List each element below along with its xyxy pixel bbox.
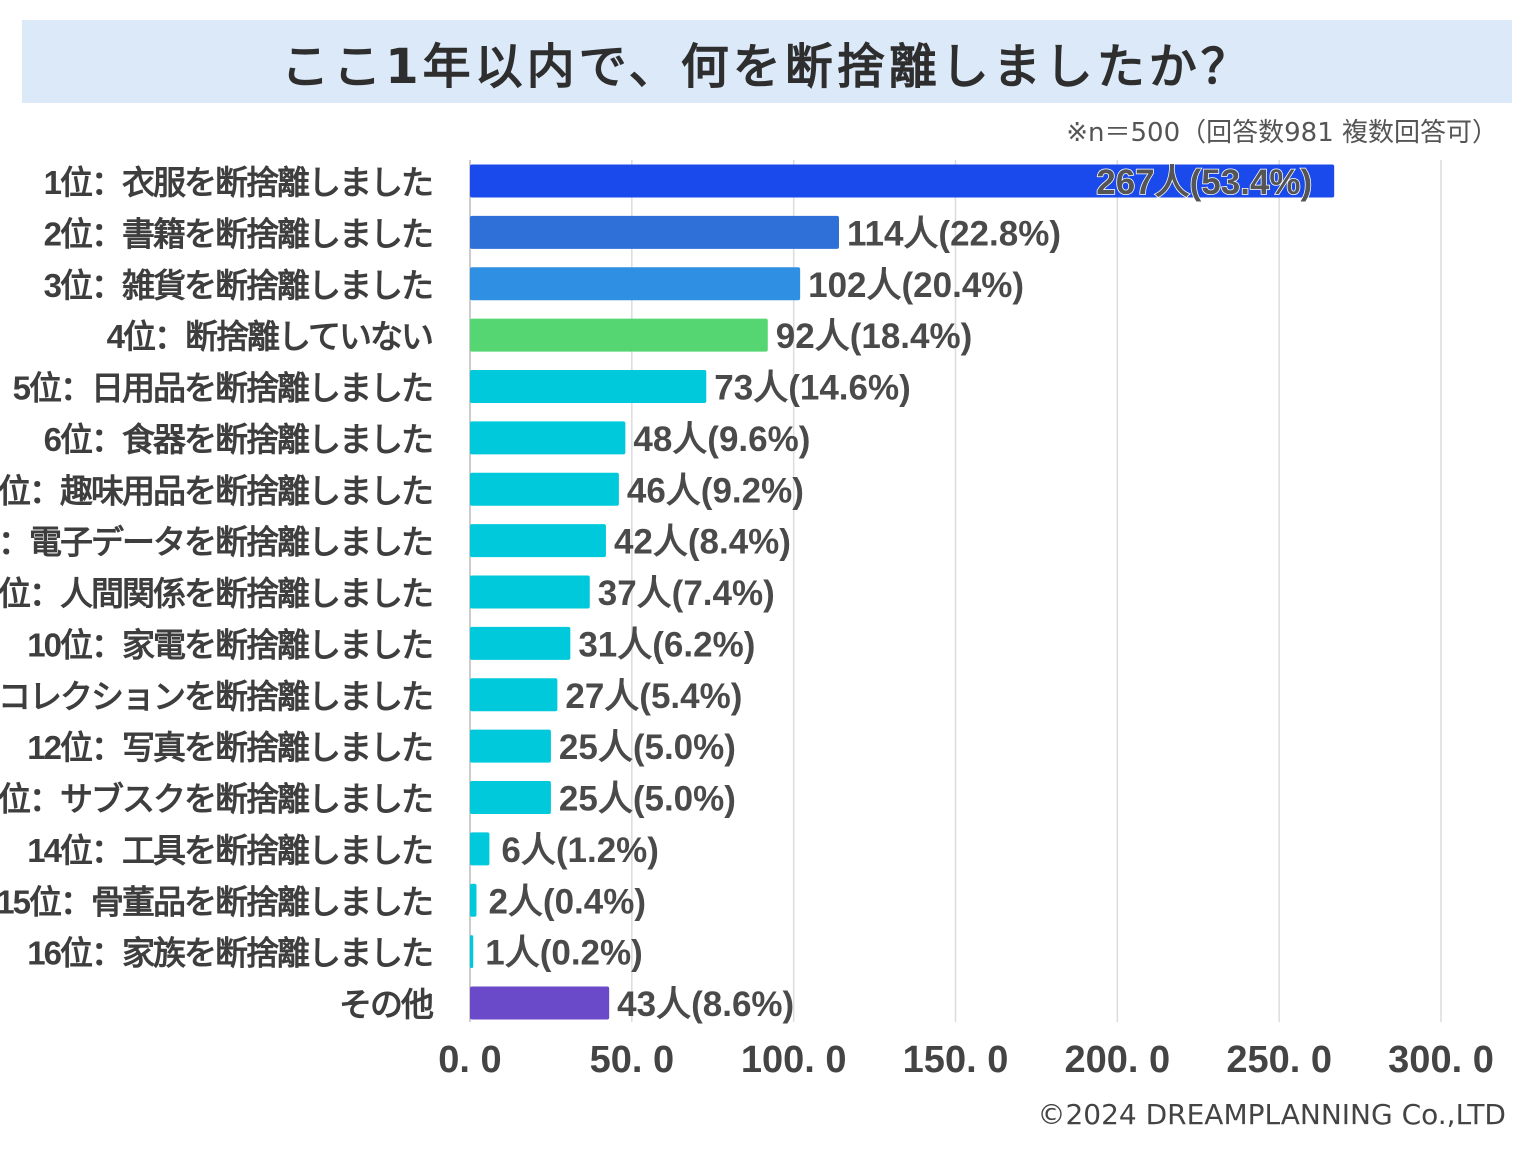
bar: [470, 781, 551, 814]
x-tick-label: 300. 0: [1388, 1039, 1494, 1081]
category-label: 8位：電子データを断捨離しました: [0, 524, 432, 561]
data-label: 1人(0.2%): [485, 934, 643, 973]
data-label: 27人(5.4%): [565, 677, 742, 716]
category-label: 14位：工具を断捨離しました: [27, 832, 432, 869]
bar: [470, 318, 768, 352]
bar: [470, 729, 551, 763]
bar: [470, 524, 606, 558]
bar: [470, 267, 801, 301]
bar: [470, 472, 619, 506]
bar: [470, 935, 474, 969]
data-label: 267人(53.4%): [1096, 163, 1312, 202]
x-tick-label: 50. 0: [590, 1039, 675, 1081]
data-label: 102人(20.4%): [808, 266, 1024, 305]
title-banner: ここ1年以内で、何を断捨離しましたか？: [22, 20, 1512, 103]
data-label: 25人(5.0%): [559, 728, 736, 767]
data-label: 114人(22.8%): [847, 214, 1061, 253]
category-label: 3位：雑貨を断捨離しました: [44, 267, 432, 304]
data-label: 92人(18.4%): [776, 317, 972, 356]
category-label: 11位：コレクションを断捨離しました: [0, 678, 432, 715]
category-label: 16位：家族を断捨離しました: [27, 935, 432, 972]
category-label: 7位：趣味用品を断捨離しました: [0, 472, 432, 509]
category-label: その他: [339, 986, 434, 1023]
bar: [470, 575, 590, 609]
data-label: 43人(8.6%): [617, 985, 794, 1024]
data-label: 46人(9.2%): [627, 471, 804, 510]
bar: [470, 626, 571, 660]
chart-title: ここ1年以内で、何を断捨離しましたか？: [281, 38, 1253, 95]
data-label: 25人(5.0%): [559, 780, 736, 819]
category-label: 15位：骨董品を断捨離しました: [0, 883, 432, 920]
bar: [470, 164, 1335, 198]
x-tick-label: 100. 0: [741, 1039, 847, 1081]
category-label: 12位：写真を断捨離しました: [27, 729, 432, 766]
data-label: 31人(6.2%): [578, 625, 755, 664]
category-label: 5位：日用品を断捨離しました: [13, 370, 432, 407]
bar: [470, 678, 558, 712]
data-label: 48人(9.6%): [633, 420, 810, 459]
x-tick-label: 150. 0: [903, 1039, 1009, 1081]
x-tick-label: 200. 0: [1065, 1039, 1171, 1081]
data-label: 73人(14.6%): [714, 369, 910, 408]
category-label: 12位：サブスクを断捨離しました: [0, 781, 432, 818]
category-label: 9位：人間関係を断捨離しました: [0, 575, 432, 612]
data-label: 6人(1.2%): [501, 831, 659, 870]
category-label: 1位：衣服を断捨離しました: [44, 164, 432, 201]
copyright: ©2024 DREAMPLANNING Co.,LTD: [1037, 1098, 1506, 1131]
category-label: 10位：家電を断捨離しました: [27, 626, 432, 663]
x-tick-label: 250. 0: [1226, 1039, 1332, 1081]
bar: [470, 832, 490, 866]
category-label: 6位：食器を断捨離しました: [44, 421, 432, 458]
data-label: 2人(0.4%): [488, 882, 646, 921]
bar: [470, 883, 477, 917]
bar: [470, 421, 626, 455]
x-tick-label: 0. 0: [438, 1039, 501, 1081]
category-label: 4位：断捨離していない: [107, 318, 432, 355]
data-label: 42人(8.4%): [614, 523, 791, 562]
bar: [470, 215, 839, 249]
data-label: 37人(7.4%): [598, 574, 775, 613]
category-label: 2位：書籍を断捨離しました: [44, 215, 432, 252]
bar: [470, 370, 707, 403]
sample-note: ※n＝500（回答数981 複数回答可）: [1066, 118, 1498, 148]
bar: [470, 986, 610, 1020]
